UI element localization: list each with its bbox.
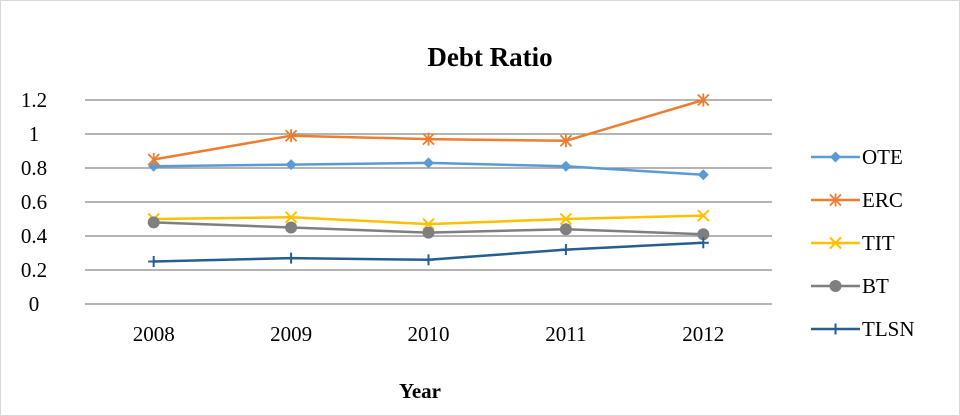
data-point-bt (147, 216, 160, 229)
y-tick-label: 0 (29, 292, 40, 316)
data-point-tit (284, 211, 298, 224)
data-point-ote (285, 159, 297, 171)
data-point-tlsn (285, 252, 297, 264)
x-axis-title: Year (399, 379, 441, 403)
data-point-erc (422, 132, 435, 146)
legend-marker (829, 193, 842, 207)
legend-label: BT (862, 274, 889, 298)
data-point-tlsn (148, 256, 160, 267)
legend-item-tlsn: TLSN (811, 317, 915, 341)
data-point-tlsn (423, 254, 434, 266)
data-point-tit (422, 217, 435, 231)
legend-item-bt: BT (811, 274, 889, 298)
data-point-ote (423, 157, 434, 169)
x-tick-label: 2010 (408, 322, 450, 346)
data-point-erc (697, 93, 710, 107)
data-point-erc (284, 129, 298, 143)
legend-item-erc: ERC (811, 188, 903, 212)
chart-title: Debt Ratio (427, 42, 552, 72)
legend-label: ERC (862, 188, 903, 212)
data-point-bt (285, 221, 298, 234)
y-tick-label: 0.6 (21, 190, 47, 214)
legend-item-ote: OTE (811, 145, 903, 169)
data-point-ote (697, 169, 709, 181)
x-tick-label: 2012 (682, 322, 724, 346)
data-point-tlsn (697, 237, 709, 249)
x-tick-label: 2011 (545, 322, 586, 346)
y-tick-label: 0.4 (21, 224, 48, 248)
data-point-bt (422, 226, 435, 239)
x-axis-tick-labels: 2008 2009 2010 2011 2012 (133, 322, 725, 346)
data-point-bt (559, 223, 572, 236)
legend-marker (829, 280, 842, 292)
x-tick-label: 2008 (133, 322, 175, 346)
series-line-erc (153, 98, 704, 161)
gridlines (85, 99, 772, 305)
y-tick-label: 1 (29, 122, 40, 146)
legend-marker (830, 323, 841, 335)
y-tick-label: 0.8 (21, 156, 47, 180)
y-tick-label: 0.2 (21, 258, 47, 282)
legend: OTE ERC TIT BT TLSN (811, 145, 915, 341)
legend-label: TIT (862, 231, 895, 255)
x-tick-label: 2009 (270, 322, 312, 346)
data-point-tlsn (560, 244, 572, 256)
y-axis-tick-labels: 0 0.2 0.4 0.6 0.8 1 1.2 (21, 88, 48, 316)
legend-marker (830, 151, 841, 163)
data-point-bt (697, 228, 710, 241)
data-point-erc (559, 134, 573, 148)
legend-marker (829, 236, 842, 250)
legend-item-tit: TIT (811, 231, 895, 255)
y-tick-label: 1.2 (21, 88, 47, 112)
data-point-erc (147, 153, 160, 166)
legend-label: TLSN (862, 317, 915, 341)
data-point-tit (697, 209, 710, 222)
series-markers (147, 93, 710, 267)
legend-label: OTE (862, 145, 903, 169)
data-point-ote (148, 160, 160, 172)
data-point-tit (559, 212, 573, 226)
data-point-ote (560, 160, 572, 172)
